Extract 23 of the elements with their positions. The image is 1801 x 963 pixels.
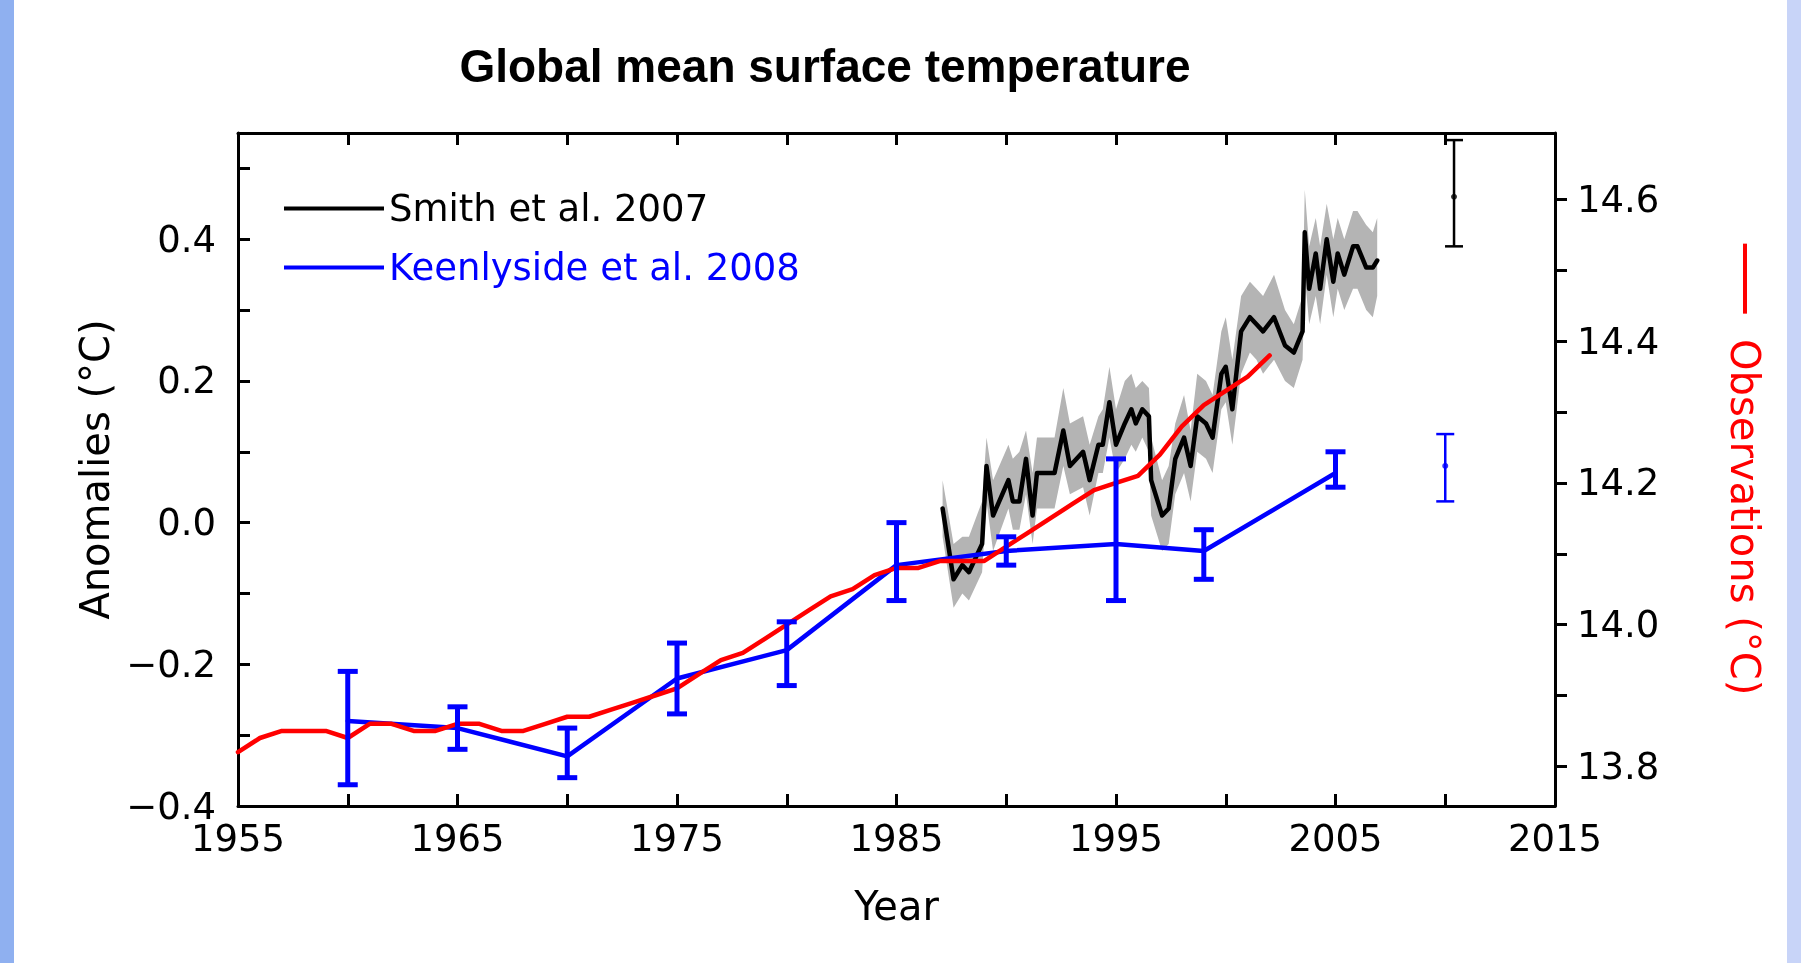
x-tick-label: 2005 <box>1288 817 1383 860</box>
y-tick-label: −0.2 <box>126 642 216 686</box>
y2-tick-label: 13.8 <box>1577 744 1660 788</box>
y2-axis-title: Observations (°C) <box>1722 313 1768 696</box>
legend-label: Smith et al. 2007 <box>389 187 709 230</box>
y-axis-title: Anomalies (°C) <box>72 319 119 620</box>
y2-tick-label: 14.0 <box>1577 603 1660 647</box>
y-tick-label: 0.4 <box>157 217 216 261</box>
y2-tick-label: 14.2 <box>1577 461 1660 505</box>
y2-tick-label: 14.4 <box>1577 319 1660 363</box>
line-series <box>235 353 1272 755</box>
x-tick-label: 1975 <box>629 817 725 860</box>
x-tick-label: 2015 <box>1507 817 1603 860</box>
chart-title: Global mean surface temperature <box>459 40 1191 92</box>
x-axis-title: Year <box>853 883 940 929</box>
line-series <box>940 229 1380 582</box>
legend-label: Keenlyside et al. 2008 <box>389 246 800 289</box>
x-tick-label: 1995 <box>1068 817 1164 860</box>
x-tick-label: 1985 <box>849 817 944 860</box>
x-tick-label: 1965 <box>410 817 505 860</box>
y-tick-label: 0.0 <box>157 501 216 545</box>
y-tick-label: 0.2 <box>157 359 216 403</box>
y2-tick-label: 14.6 <box>1577 178 1660 222</box>
